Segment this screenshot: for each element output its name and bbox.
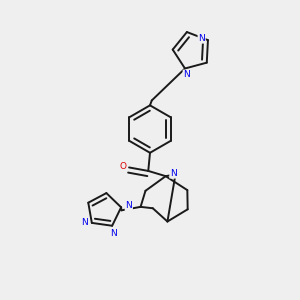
Text: N: N xyxy=(170,169,177,178)
Text: N: N xyxy=(183,70,190,79)
Text: N: N xyxy=(198,34,205,43)
Text: N: N xyxy=(110,229,117,238)
Text: N: N xyxy=(125,201,132,210)
Text: O: O xyxy=(119,162,126,171)
Text: N: N xyxy=(81,218,88,227)
